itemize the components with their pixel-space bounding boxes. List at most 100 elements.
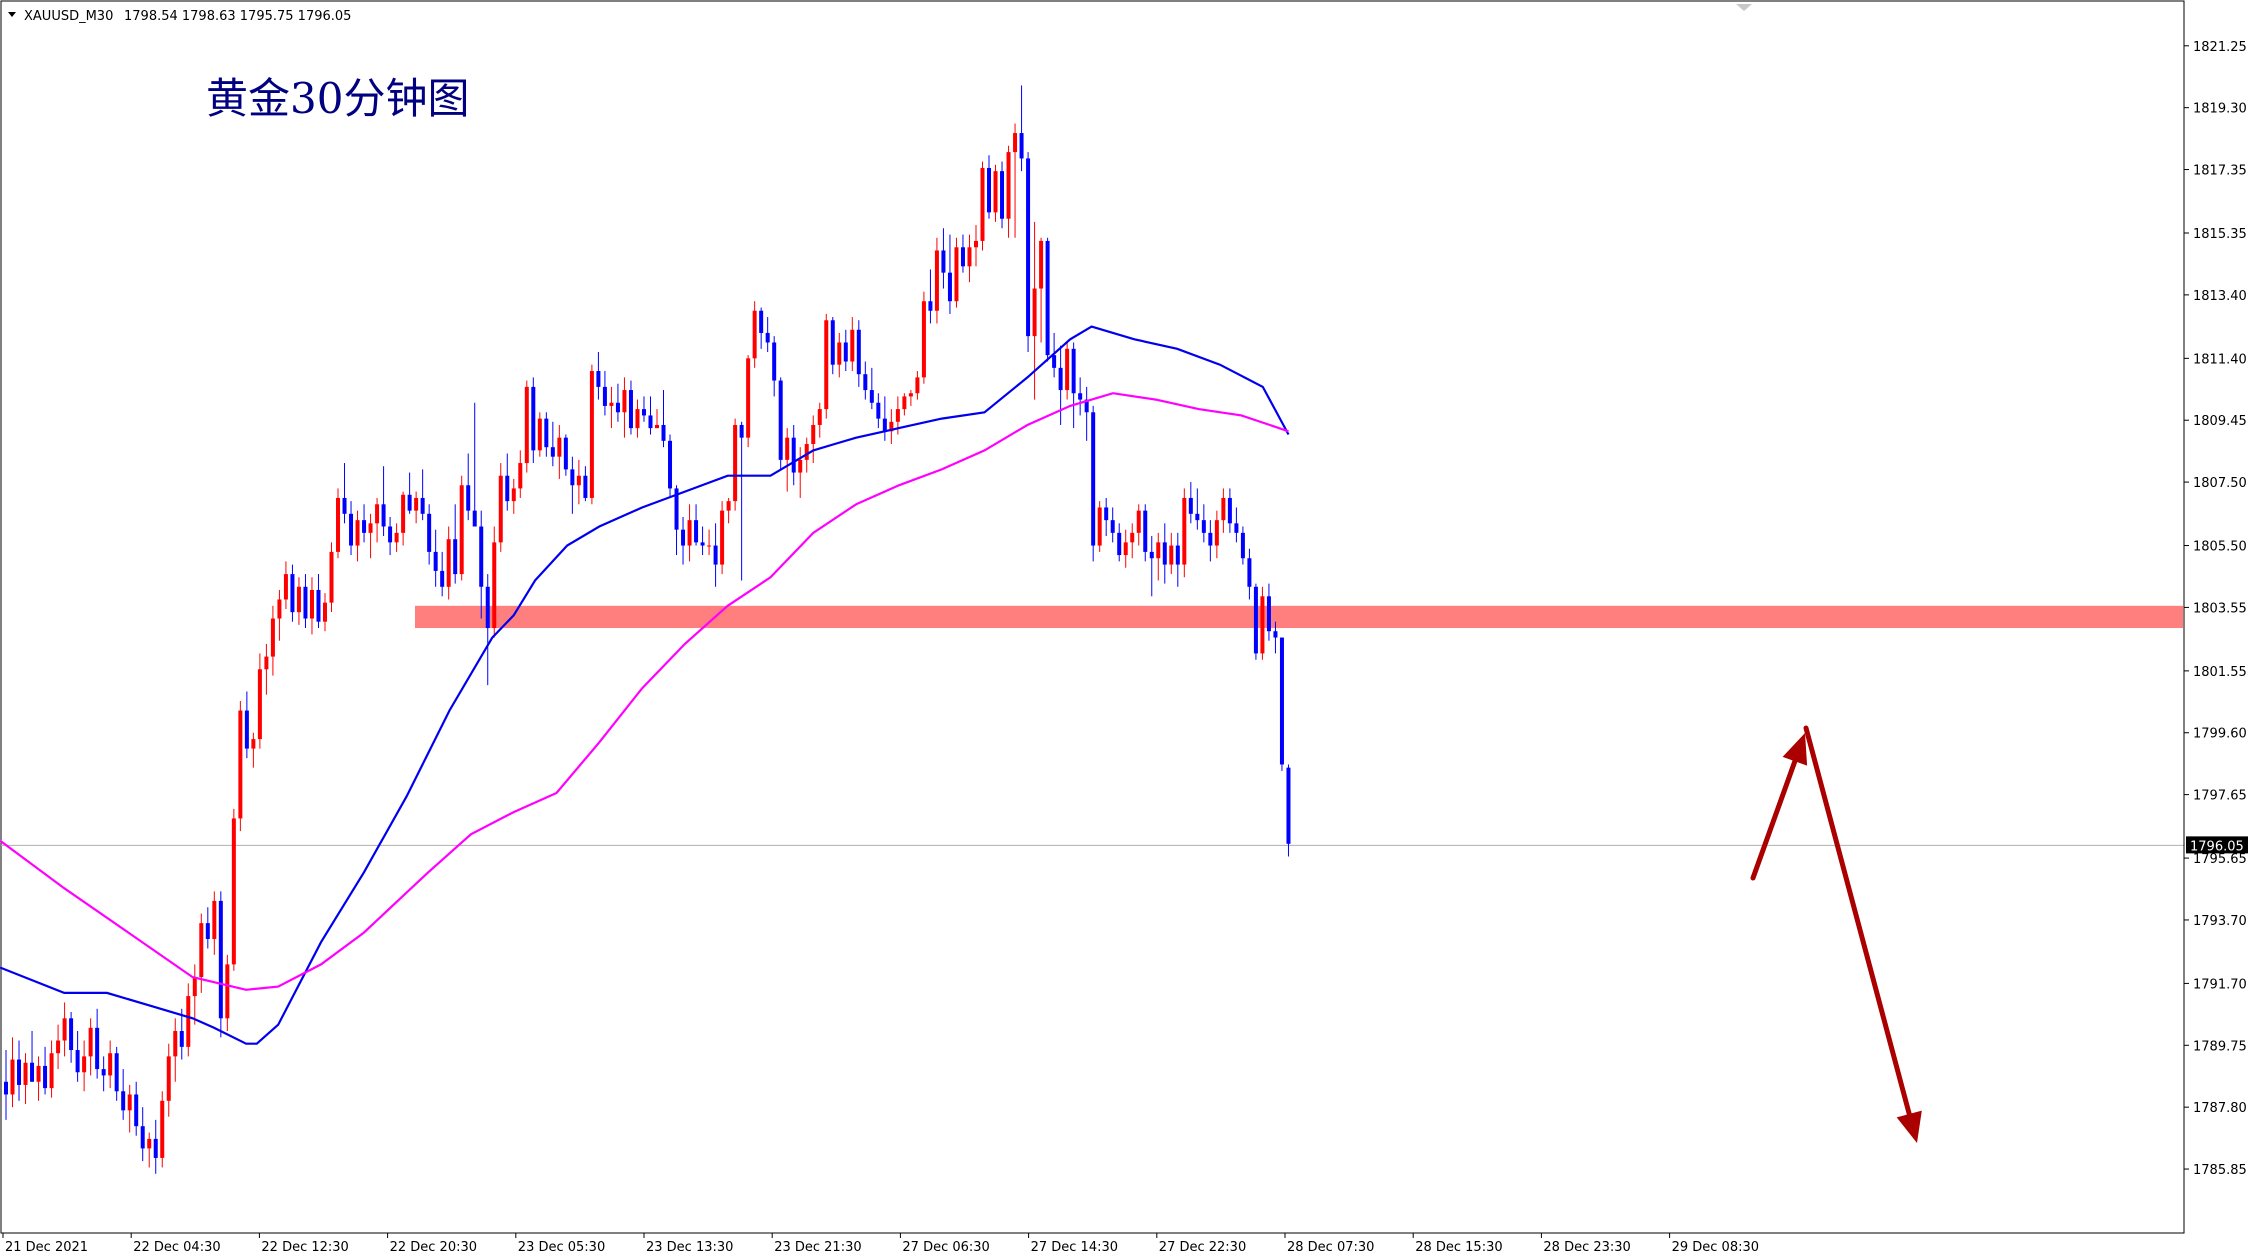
candle-body <box>557 437 562 457</box>
candle-body <box>987 167 992 213</box>
candle <box>322 593 327 632</box>
scroll-marker-icon[interactable] <box>1736 4 1752 11</box>
candle-body <box>466 485 471 511</box>
forecast-down-arrow <box>1803 725 1922 1143</box>
candle-body <box>850 329 855 362</box>
candle-body <box>576 475 581 486</box>
candle <box>479 510 484 619</box>
candle <box>1065 342 1070 400</box>
candle-body <box>433 551 438 571</box>
candle <box>140 1107 145 1162</box>
candle-body <box>1162 542 1167 565</box>
candle <box>440 551 445 597</box>
price-tick-label: 1811.40 <box>2193 352 2247 367</box>
candle <box>837 332 842 378</box>
candle <box>511 478 516 514</box>
candle-body <box>82 1056 87 1073</box>
time-tick-label: 28 Dec 07:30 <box>1287 1240 1374 1255</box>
candle <box>75 1031 80 1082</box>
candle <box>856 320 861 387</box>
candle <box>205 907 210 949</box>
candle <box>446 526 451 600</box>
candle-body <box>1240 532 1245 559</box>
candle <box>1195 488 1200 530</box>
price-tick-label: 1797.65 <box>2193 789 2247 804</box>
candle <box>290 564 295 622</box>
candle-body <box>843 342 848 362</box>
time-tick-label: 28 Dec 15:30 <box>1415 1240 1502 1255</box>
candle-body <box>1078 393 1083 400</box>
candle <box>388 516 393 556</box>
candle-body <box>56 1040 61 1054</box>
candle-body <box>1247 558 1252 587</box>
candle-body <box>1026 158 1031 337</box>
candle-body <box>752 310 757 359</box>
candle <box>153 1119 158 1174</box>
candle-body <box>1130 532 1135 543</box>
candle-body <box>609 402 614 406</box>
candle <box>1039 237 1044 343</box>
candle-body <box>199 923 204 978</box>
price-tick-label: 1809.45 <box>2193 414 2247 429</box>
candle-body <box>681 529 686 546</box>
candle <box>1110 507 1115 543</box>
candle <box>641 396 646 422</box>
candle <box>661 390 666 448</box>
candle <box>225 954 230 1032</box>
price-tick-label: 1803.55 <box>2193 601 2247 616</box>
candle <box>296 577 301 625</box>
forecast-up-arrow <box>1750 733 1808 881</box>
candle-body <box>973 240 978 248</box>
candle-body <box>121 1091 126 1111</box>
candle <box>615 383 620 422</box>
candle-body <box>329 551 334 603</box>
candle-body <box>1260 596 1265 654</box>
candle-body <box>192 977 197 997</box>
candle <box>231 808 236 971</box>
candle <box>628 380 633 435</box>
candle-body <box>186 996 191 1047</box>
candle <box>1097 501 1102 552</box>
candle <box>557 424 562 479</box>
candle <box>17 1040 22 1101</box>
candle <box>863 361 868 400</box>
candle-body <box>811 424 816 445</box>
arrow-shaft <box>1750 758 1798 881</box>
candle-body <box>4 1081 8 1095</box>
candle-body <box>23 1062 28 1085</box>
candle-body <box>43 1065 48 1089</box>
candle <box>596 351 601 400</box>
candle <box>433 529 438 587</box>
candle <box>1188 482 1193 524</box>
candle-body <box>69 1018 74 1051</box>
candle <box>993 164 998 222</box>
candle <box>524 380 529 473</box>
candle-body <box>309 589 314 619</box>
candle-body <box>173 1031 178 1057</box>
candle <box>830 317 835 375</box>
dropdown-icon[interactable] <box>8 12 16 17</box>
price-tick-label: 1787.80 <box>2193 1101 2247 1116</box>
candle-body <box>1201 520 1206 533</box>
candle <box>355 510 360 562</box>
candle-body <box>362 520 367 533</box>
candle <box>121 1069 126 1120</box>
candle-body <box>869 390 874 403</box>
candle <box>1156 532 1161 581</box>
candle-body <box>765 332 770 343</box>
candle-body <box>941 250 946 273</box>
candle-body <box>648 415 653 429</box>
candle <box>186 983 191 1057</box>
candle <box>518 450 523 498</box>
candle <box>934 237 939 324</box>
candle-body <box>257 669 262 740</box>
candle <box>531 377 536 464</box>
candle <box>56 1024 61 1070</box>
time-tick-label: 22 Dec 20:30 <box>390 1240 477 1255</box>
candle-body <box>707 545 712 547</box>
candle-body <box>479 526 484 587</box>
price-tick-label: 1785.85 <box>2193 1163 2247 1178</box>
candle-body <box>928 301 933 311</box>
candle-body <box>407 494 412 511</box>
